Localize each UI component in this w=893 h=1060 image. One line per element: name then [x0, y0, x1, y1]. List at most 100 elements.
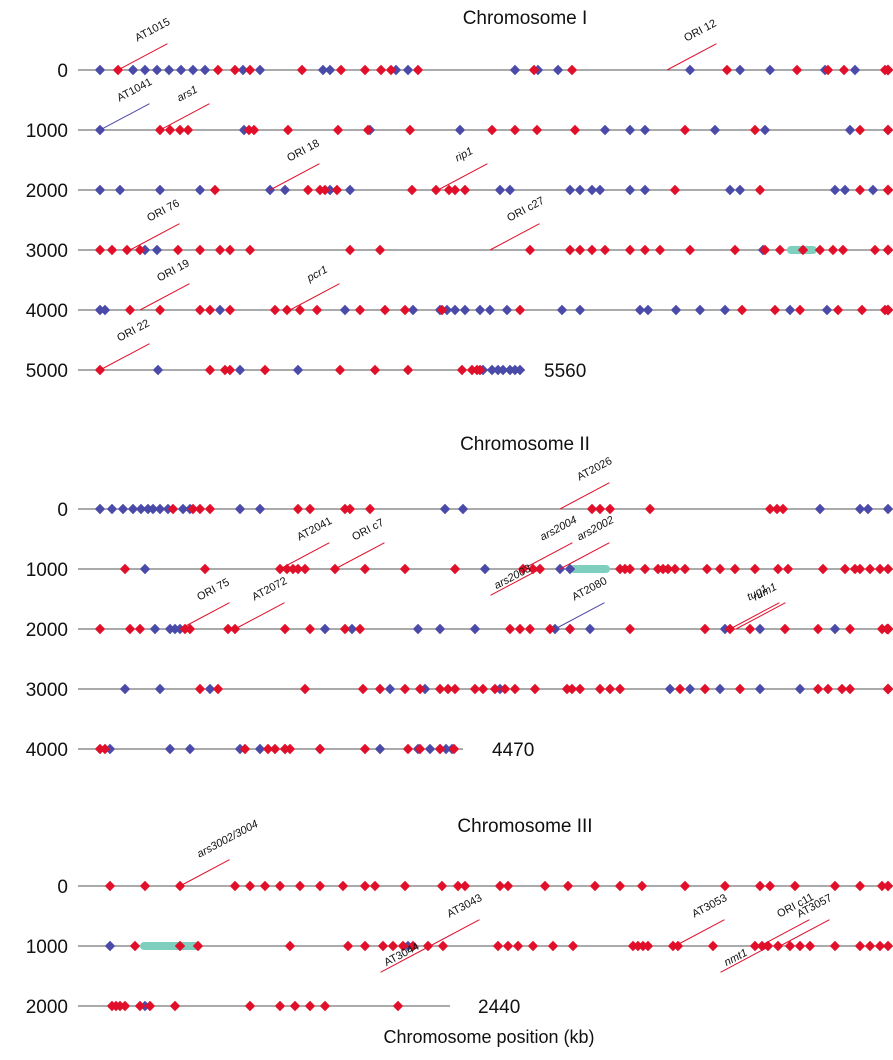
label-leader-line [234, 602, 285, 630]
red-site-marker [304, 1000, 316, 1012]
blue-site-marker [639, 184, 651, 196]
red-site-marker [304, 503, 316, 515]
red-site-marker [837, 244, 849, 256]
red-site-marker [124, 623, 136, 635]
chromosome-row: 1000 [26, 121, 893, 142]
row-position-label: 0 [57, 500, 68, 521]
red-site-marker [139, 880, 151, 892]
red-site-marker [104, 880, 116, 892]
red-site-marker [399, 683, 411, 695]
blue-site-marker [254, 503, 266, 515]
label-leader-line [522, 542, 573, 570]
red-site-marker [764, 880, 776, 892]
blue-site-marker [279, 184, 291, 196]
red-site-marker [869, 244, 881, 256]
red-site-marker [569, 124, 581, 136]
red-site-marker [94, 623, 106, 635]
blue-site-marker [384, 683, 396, 695]
blue-site-marker [574, 304, 586, 316]
red-site-marker [124, 304, 136, 316]
red-site-marker [262, 743, 274, 755]
red-site-marker [566, 683, 578, 695]
chromosome-row: 4000 [26, 301, 893, 322]
red-site-marker [224, 244, 236, 256]
feature-label-text: ORI 22 [115, 317, 151, 344]
red-site-marker [387, 940, 399, 952]
red-site-marker [624, 563, 636, 575]
red-site-marker [854, 184, 866, 196]
red-site-marker [244, 1000, 256, 1012]
chromosome-row: 3000 [26, 241, 893, 262]
label-leader-line [720, 945, 771, 973]
label-leader-line [759, 919, 810, 947]
label-leader-line [666, 43, 717, 71]
red-site-marker [502, 940, 514, 952]
red-site-marker [354, 304, 366, 316]
red-site-marker [224, 304, 236, 316]
red-site-marker [844, 683, 856, 695]
blue-site-marker [339, 304, 351, 316]
blue-site-marker [457, 503, 469, 515]
red-site-marker [259, 880, 271, 892]
red-site-marker [566, 64, 578, 76]
red-site-marker [184, 623, 196, 635]
red-site-marker [459, 184, 471, 196]
feature-label: AT2080 [554, 575, 609, 630]
red-site-marker [296, 64, 308, 76]
feature-label-text: AT3043 [445, 892, 484, 920]
red-site-marker [701, 563, 713, 575]
chromosome-row: 0 [57, 61, 893, 82]
red-site-marker [294, 304, 306, 316]
blue-site-marker [849, 64, 861, 76]
row-position-label: 3000 [26, 680, 68, 701]
red-site-marker [289, 1000, 301, 1012]
red-site-marker [259, 364, 271, 376]
red-site-marker [882, 304, 893, 316]
blue-site-marker [854, 503, 866, 515]
red-site-marker [544, 623, 556, 635]
red-site-marker [362, 124, 374, 136]
red-site-marker [412, 64, 424, 76]
red-site-marker [854, 940, 866, 952]
red-site-marker [359, 64, 371, 76]
red-site-marker [194, 304, 206, 316]
blue-site-marker [624, 124, 636, 136]
red-site-marker [302, 184, 314, 196]
red-site-marker [174, 940, 186, 952]
blue-site-marker [694, 304, 706, 316]
chromosome-row: 0 [57, 877, 893, 898]
feature-label: AT3053 [674, 892, 729, 947]
blue-site-marker [734, 64, 746, 76]
blue-site-marker [154, 683, 166, 695]
red-site-marker [414, 743, 426, 755]
blue-site-marker [317, 64, 329, 76]
blue-site-marker [254, 64, 266, 76]
blue-site-marker [684, 64, 696, 76]
centromere-region [570, 565, 610, 573]
row-position-label: 1000 [26, 937, 68, 958]
red-site-marker [344, 244, 356, 256]
red-site-marker [359, 940, 371, 952]
feature-label-text: ars3002/3004 [195, 818, 260, 860]
blue-site-marker [839, 184, 851, 196]
label-leader-line [334, 542, 385, 570]
red-site-marker [489, 683, 501, 695]
red-site-marker [399, 880, 411, 892]
blue-site-marker [127, 64, 139, 76]
red-site-marker [437, 940, 449, 952]
red-site-marker [827, 244, 839, 256]
blue-site-marker [175, 64, 187, 76]
red-site-marker [531, 124, 543, 136]
row-position-label: 4000 [26, 740, 68, 761]
red-site-marker [354, 623, 366, 635]
red-site-marker [764, 503, 776, 515]
feature-label-text: AT2041 [295, 515, 334, 543]
red-site-marker [377, 940, 389, 952]
blue-site-marker [204, 683, 216, 695]
red-site-marker [434, 683, 446, 695]
x-axis-label: Chromosome position (kb) [383, 1027, 594, 1047]
label-leader-line [129, 223, 180, 251]
blue-site-marker [862, 503, 874, 515]
blue-site-marker [594, 184, 606, 196]
red-site-marker [777, 503, 789, 515]
